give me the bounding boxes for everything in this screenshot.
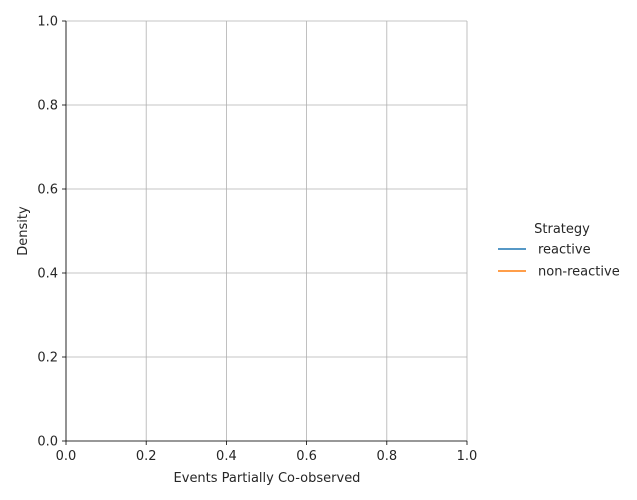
y-tick-label: 0.0: [37, 435, 58, 450]
legend-entry-label: reactive: [538, 243, 591, 258]
x-tick-label: 0.0: [56, 449, 77, 464]
legend-title: Strategy: [534, 222, 590, 237]
x-tick-label: 0.6: [296, 449, 317, 464]
x-axis-label: Events Partially Co-observed: [174, 471, 361, 486]
y-tick-label: 0.4: [37, 267, 58, 282]
x-tick-label: 0.8: [376, 449, 397, 464]
x-tick-label: 1.0: [457, 449, 478, 464]
legend-entries: reactive non-reactive: [498, 243, 620, 280]
axes-spines: [65, 21, 467, 442]
y-tick-label: 1.0: [37, 15, 58, 30]
y-axis-ticks: 0.0 0.2 0.4 0.6 0.8 1.0: [37, 15, 66, 450]
y-axis-label: Density: [16, 206, 31, 256]
x-tick-label: 0.2: [136, 449, 157, 464]
legend: Strategy reactive non-reactive: [498, 222, 620, 280]
y-tick-label: 0.8: [37, 99, 58, 114]
y-tick-label: 0.6: [37, 183, 58, 198]
grid-lines: [65, 20, 468, 442]
y-tick-label: 0.2: [37, 351, 58, 366]
x-axis-ticks: 0.0 0.2 0.4 0.6 0.8 1.0: [56, 441, 478, 464]
x-tick-label: 0.4: [216, 449, 237, 464]
legend-entry-label: non-reactive: [538, 265, 620, 280]
